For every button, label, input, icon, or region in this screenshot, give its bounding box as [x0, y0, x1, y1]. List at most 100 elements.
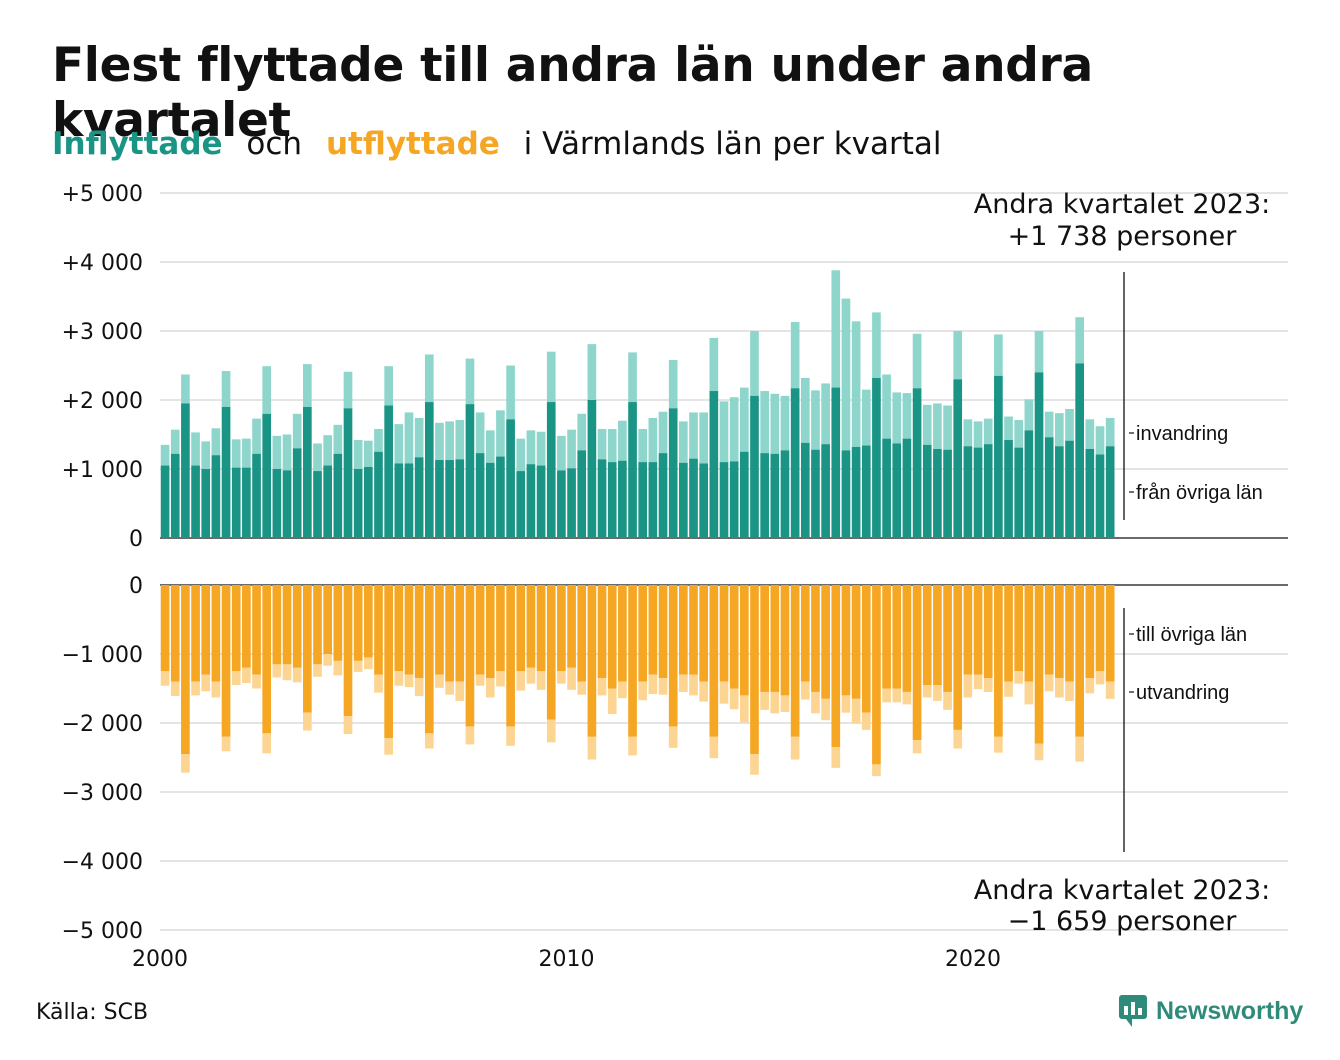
- bar-inflow-domestic: [181, 403, 190, 538]
- bar-outflow-emigration: [516, 671, 526, 691]
- bar-inflow-domestic: [1085, 448, 1095, 538]
- bar-inflow-immigration: [1055, 413, 1064, 447]
- bar-inflow-immigration: [455, 420, 465, 460]
- bar-inflow-immigration: [526, 430, 536, 465]
- bar-inflow-immigration: [292, 413, 302, 449]
- bar-inflow-immigration: [648, 417, 658, 463]
- bar-outflow-domestic: [872, 585, 881, 765]
- bar-inflow-domestic: [292, 448, 302, 538]
- bar-inflow-immigration: [699, 412, 709, 464]
- bar-outflow-emigration: [658, 678, 668, 695]
- bar-inflow-domestic: [496, 456, 505, 538]
- bar-outflow-emigration: [607, 688, 617, 715]
- bar-inflow-domestic: [445, 460, 454, 538]
- bar-outflow-domestic: [628, 585, 637, 737]
- bar-inflow-immigration: [597, 428, 607, 460]
- bar-inflow-immigration: [587, 344, 597, 400]
- bar-outflow-emigration: [882, 688, 891, 703]
- bar-outflow-domestic: [770, 585, 780, 692]
- subtitle-och: och: [246, 126, 303, 162]
- bar-inflow-domestic: [567, 468, 576, 538]
- bar-outflow-emigration: [557, 671, 566, 684]
- bar-outflow-domestic: [536, 585, 546, 672]
- bar-outflow-emigration: [496, 671, 505, 687]
- bar-inflow-immigration: [404, 412, 414, 464]
- bar-inflow-immigration: [384, 366, 393, 406]
- bar-inflow-domestic: [1034, 372, 1044, 538]
- bar-outflow-emigration: [760, 691, 769, 710]
- bar-inflow-immigration: [577, 413, 587, 451]
- x-tick-label: 2010: [538, 947, 594, 972]
- bar-outflow-domestic: [445, 585, 454, 682]
- bar-inflow-immigration: [211, 428, 221, 456]
- bar-outflow-emigration: [526, 667, 536, 684]
- bar-outflow-emigration: [252, 674, 261, 689]
- bar-inflow-immigration: [546, 351, 556, 403]
- bar-inflow-immigration: [709, 337, 719, 392]
- bar-outflow-emigration: [414, 678, 424, 697]
- bar-outflow-emigration: [536, 671, 546, 690]
- y-tick-bottom: −1 000: [62, 643, 143, 668]
- bar-inflow-domestic: [861, 445, 871, 538]
- bar-outflow-domestic: [750, 585, 759, 755]
- bar-inflow-domestic: [1055, 446, 1064, 538]
- bar-outflow-domestic: [597, 585, 607, 679]
- bar-inflow-immigration: [1004, 416, 1013, 441]
- bar-outflow-emigration: [1075, 736, 1085, 762]
- bar-outflow-domestic: [780, 585, 790, 696]
- bar-outflow-domestic: [1004, 585, 1013, 682]
- bar-inflow-immigration: [465, 358, 475, 405]
- bar-outflow-emigration: [811, 691, 820, 714]
- bar-outflow-emigration: [333, 660, 343, 676]
- x-tick-label: 2000: [132, 947, 188, 972]
- bar-inflow-domestic: [506, 419, 515, 538]
- bar-outflow-domestic: [577, 585, 587, 682]
- bar-inflow-immigration: [303, 364, 312, 407]
- logo-text: Newsworthy: [1156, 996, 1304, 1025]
- bar-inflow-domestic: [536, 465, 546, 538]
- y-tick-bottom: −2 000: [62, 712, 143, 737]
- bar-outflow-emigration: [699, 681, 709, 702]
- bar-outflow-emigration: [404, 674, 414, 688]
- outflow-bars: [160, 585, 1115, 777]
- bar-outflow-domestic: [1095, 585, 1105, 672]
- bar-outflow-domestic: [892, 585, 902, 689]
- bar-inflow-immigration: [851, 321, 861, 447]
- bar-outflow-domestic: [679, 585, 688, 675]
- bar-inflow-domestic: [658, 453, 668, 538]
- bar-outflow-emigration: [679, 674, 688, 692]
- bar-outflow-domestic: [760, 585, 769, 692]
- bar-inflow-domestic: [902, 438, 912, 538]
- bar-outflow-emigration: [648, 674, 658, 695]
- bar-inflow-immigration: [475, 412, 485, 454]
- bar-outflow-domestic: [638, 585, 648, 682]
- bar-inflow-immigration: [882, 374, 891, 439]
- bar-inflow-domestic: [272, 469, 282, 538]
- bar-inflow-immigration: [516, 438, 526, 472]
- bar-inflow-domestic: [953, 379, 963, 538]
- bar-outflow-domestic: [800, 585, 810, 682]
- legend-label-utvandring: utvandring: [1136, 682, 1229, 704]
- bar-outflow-domestic: [1034, 585, 1044, 744]
- bar-inflow-immigration: [445, 421, 454, 461]
- bar-inflow-immigration: [536, 431, 546, 466]
- bar-outflow-emigration: [872, 764, 881, 777]
- bar-outflow-domestic: [811, 585, 820, 692]
- bar-outflow-domestic: [557, 585, 566, 672]
- bar-inflow-domestic: [668, 408, 678, 538]
- bar-outflow-domestic: [668, 585, 678, 727]
- bar-outflow-emigration: [1024, 681, 1034, 705]
- bar-outflow-domestic: [973, 585, 983, 675]
- bar-inflow-domestic: [689, 458, 698, 538]
- bar-inflow-domestic: [597, 459, 607, 538]
- bar-inflow-domestic: [221, 406, 231, 538]
- annotation-bottom-line2: −1 659 personer: [1008, 906, 1238, 937]
- bar-outflow-emigration: [445, 681, 454, 695]
- bar-inflow-immigration: [1024, 399, 1034, 431]
- bar-inflow-immigration: [872, 312, 881, 378]
- bar-outflow-domestic: [303, 585, 312, 713]
- bar-outflow-domestic: [323, 585, 333, 654]
- bar-outflow-domestic: [658, 585, 668, 679]
- bar-outflow-emigration: [719, 681, 729, 704]
- bar-inflow-immigration: [496, 410, 505, 457]
